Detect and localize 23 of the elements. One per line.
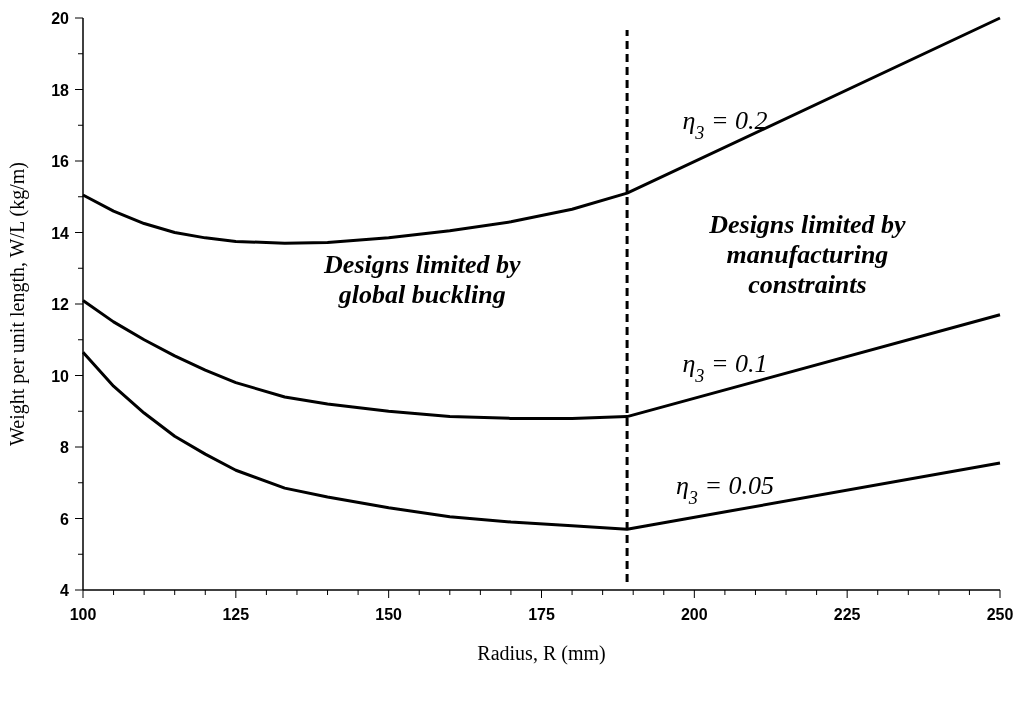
y-tick-label: 14 (51, 224, 70, 242)
x-tick-label: 100 (69, 606, 97, 623)
y-tick-label: 4 (60, 582, 70, 599)
y-tick-label: 12 (51, 296, 70, 313)
y-tick-label: 6 (60, 510, 70, 528)
y-axis-title: Weight per unit length, W/L (kg/m) (6, 162, 29, 446)
x-tick-label: 150 (375, 606, 403, 623)
y-tick-label: 16 (51, 153, 70, 170)
x-tick-label: 225 (833, 606, 861, 623)
y-tick-label: 10 (51, 367, 70, 385)
series-label: η$_{3}$ = 0.2 (682, 106, 768, 144)
series-label: η$_{3}$ = 0.05 (675, 470, 774, 508)
annotation: Designs limited by manufacturing constraints (708, 209, 907, 299)
x-tick-label: 125 (222, 606, 250, 623)
y-tick-label: 8 (60, 439, 70, 456)
y-tick-label: 20 (51, 10, 70, 27)
x-tick-label: 175 (528, 606, 555, 623)
y-tick-label: 18 (51, 81, 70, 99)
x-axis-title: Radius, R (mm) (477, 642, 606, 665)
annotation: Designs limited by global buckling (323, 249, 521, 309)
series-label: η$_{3}$ = 0.1 (682, 348, 768, 386)
x-tick-label: 200 (680, 606, 708, 623)
x-tick-label: 250 (986, 606, 1014, 623)
